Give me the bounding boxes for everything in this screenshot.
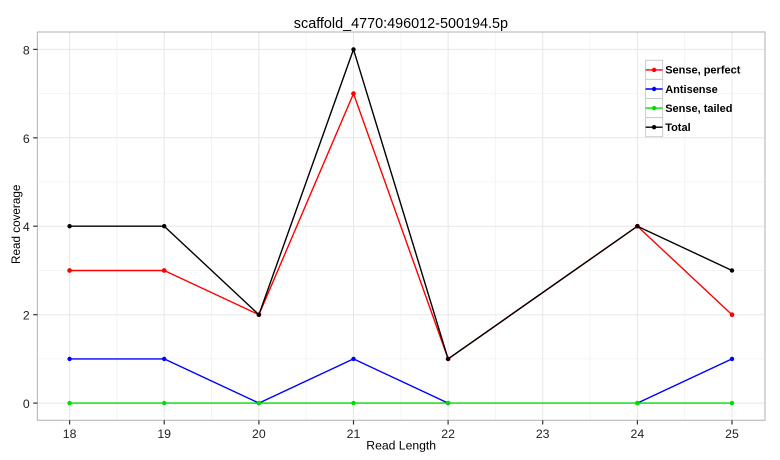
svg-text:2: 2: [23, 309, 30, 323]
svg-text:scaffold_4770:496012-500194.5p: scaffold_4770:496012-500194.5p: [294, 16, 508, 32]
svg-text:18: 18: [63, 427, 77, 441]
svg-text:22: 22: [441, 427, 455, 441]
svg-text:0: 0: [23, 397, 30, 411]
svg-text:Read Length: Read Length: [366, 438, 436, 452]
svg-text:19: 19: [157, 427, 171, 441]
svg-text:24: 24: [631, 427, 645, 441]
svg-text:25: 25: [725, 427, 739, 441]
svg-text:20: 20: [252, 427, 266, 441]
svg-text:Read coverage: Read coverage: [10, 185, 23, 264]
svg-text:Antisense: Antisense: [665, 84, 718, 96]
svg-text:8: 8: [23, 43, 30, 57]
svg-text:23: 23: [536, 427, 550, 441]
svg-text:21: 21: [347, 427, 361, 441]
svg-text:Total: Total: [665, 122, 690, 134]
svg-text:6: 6: [23, 132, 30, 146]
svg-text:4: 4: [23, 220, 30, 234]
svg-text:Sense, perfect: Sense, perfect: [665, 65, 741, 77]
svg-text:Sense, tailed: Sense, tailed: [665, 103, 732, 115]
